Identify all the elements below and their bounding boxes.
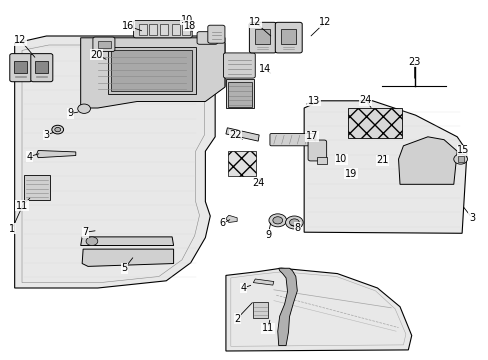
- FancyBboxPatch shape: [307, 140, 326, 161]
- Bar: [24, 175, 50, 200]
- Bar: [149, 24, 157, 35]
- Bar: [225, 79, 254, 108]
- Text: 1: 1: [9, 224, 15, 234]
- Polygon shape: [398, 137, 456, 184]
- Polygon shape: [253, 279, 273, 285]
- Text: 9: 9: [264, 230, 270, 240]
- Bar: [172, 24, 180, 35]
- Text: 9: 9: [68, 108, 74, 118]
- Polygon shape: [81, 38, 224, 108]
- Text: 24: 24: [251, 178, 264, 188]
- Text: 17: 17: [305, 131, 318, 141]
- Polygon shape: [81, 237, 173, 246]
- Bar: [139, 24, 147, 35]
- Text: 10: 10: [334, 154, 347, 164]
- Circle shape: [86, 237, 98, 246]
- Bar: [182, 24, 189, 35]
- Text: 12: 12: [318, 17, 331, 27]
- Text: 13: 13: [307, 96, 320, 106]
- Text: 5: 5: [122, 263, 127, 273]
- Text: 15: 15: [456, 145, 469, 156]
- Text: 3: 3: [43, 130, 49, 140]
- FancyBboxPatch shape: [275, 22, 302, 53]
- Text: 22: 22: [229, 130, 242, 140]
- Text: 23: 23: [407, 57, 420, 67]
- Bar: [14, 61, 27, 73]
- Text: 18: 18: [183, 21, 196, 31]
- Bar: [227, 151, 256, 176]
- FancyBboxPatch shape: [93, 37, 115, 51]
- FancyBboxPatch shape: [31, 54, 53, 82]
- Polygon shape: [37, 150, 76, 158]
- Circle shape: [453, 154, 467, 164]
- Circle shape: [285, 216, 303, 229]
- Text: 8: 8: [294, 222, 300, 233]
- Bar: [254, 29, 270, 44]
- Bar: [35, 61, 48, 73]
- Circle shape: [268, 214, 286, 227]
- Circle shape: [55, 127, 61, 132]
- FancyBboxPatch shape: [249, 22, 276, 53]
- Bar: [98, 41, 110, 48]
- FancyBboxPatch shape: [197, 32, 217, 44]
- Polygon shape: [15, 36, 224, 288]
- Bar: [316, 157, 326, 164]
- Text: 12: 12: [14, 35, 27, 45]
- FancyBboxPatch shape: [269, 134, 315, 146]
- Circle shape: [52, 125, 63, 134]
- Bar: [227, 82, 252, 107]
- Text: 10: 10: [180, 15, 193, 25]
- FancyBboxPatch shape: [133, 21, 192, 38]
- Text: 11: 11: [16, 201, 28, 211]
- Text: 11: 11: [261, 323, 274, 333]
- Bar: [160, 24, 168, 35]
- Bar: [253, 302, 267, 318]
- Polygon shape: [225, 128, 259, 141]
- Circle shape: [289, 219, 299, 226]
- Bar: [457, 156, 463, 162]
- FancyBboxPatch shape: [223, 53, 255, 78]
- Text: 24: 24: [359, 95, 371, 105]
- FancyBboxPatch shape: [207, 25, 224, 43]
- Text: 12: 12: [248, 17, 261, 27]
- Text: 20: 20: [90, 50, 103, 60]
- Text: 6: 6: [219, 218, 225, 228]
- Bar: [107, 47, 195, 94]
- Text: 7: 7: [82, 227, 88, 237]
- Text: 3: 3: [468, 213, 474, 223]
- Polygon shape: [304, 101, 466, 233]
- Polygon shape: [230, 272, 405, 346]
- Polygon shape: [277, 268, 297, 346]
- Text: 4: 4: [26, 152, 32, 162]
- Bar: [347, 108, 401, 138]
- FancyBboxPatch shape: [10, 54, 32, 82]
- Polygon shape: [82, 249, 173, 266]
- Text: 2: 2: [234, 314, 240, 324]
- Bar: [280, 29, 296, 44]
- Text: 14: 14: [258, 64, 271, 74]
- Text: 16: 16: [122, 21, 134, 31]
- Polygon shape: [22, 45, 214, 283]
- Text: 21: 21: [375, 155, 388, 165]
- Bar: [111, 50, 191, 91]
- Text: 19: 19: [344, 168, 357, 179]
- Circle shape: [272, 217, 282, 224]
- Circle shape: [78, 104, 90, 113]
- Polygon shape: [225, 215, 237, 222]
- Polygon shape: [225, 268, 411, 351]
- Text: 4: 4: [240, 283, 246, 293]
